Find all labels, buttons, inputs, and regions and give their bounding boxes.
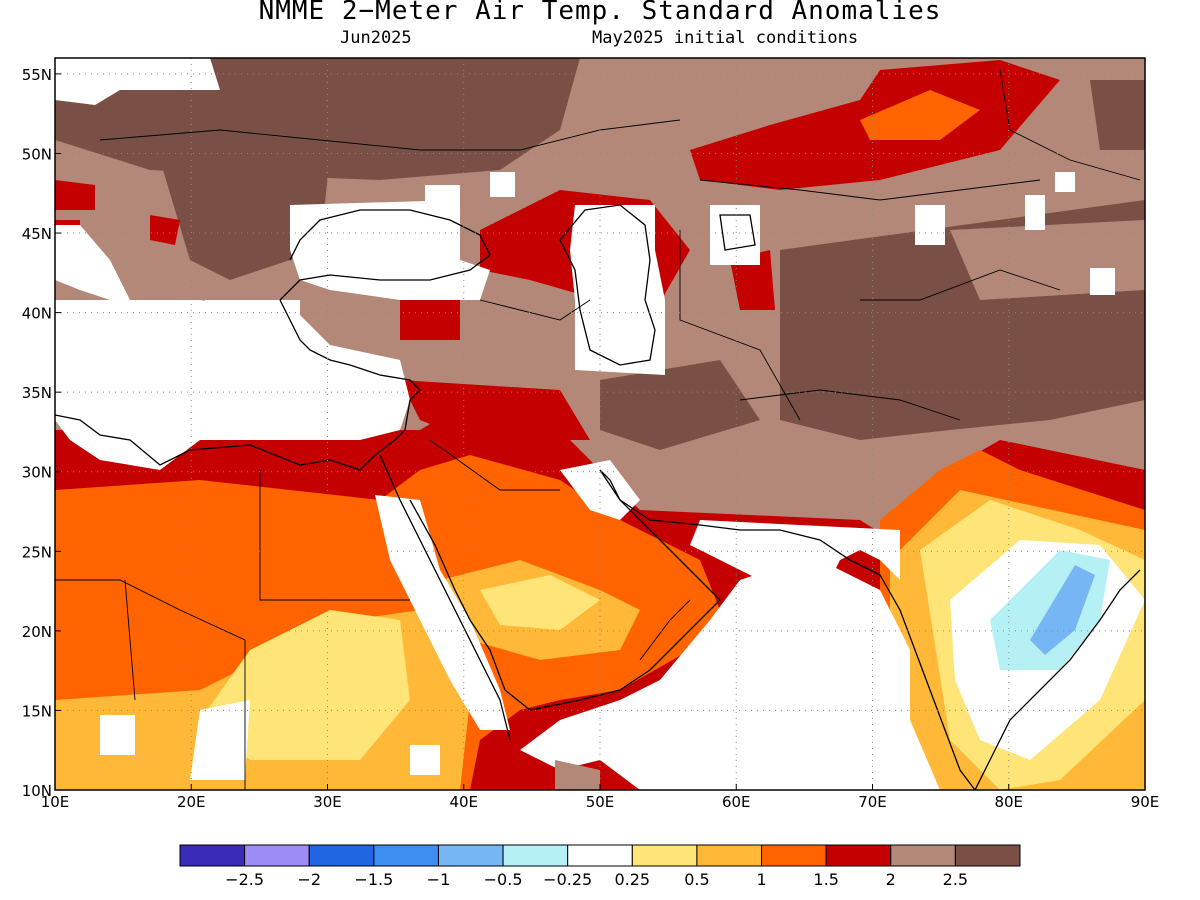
lon-tick-label: 10E [41,793,70,811]
lon-tick-label: 90E [1131,793,1160,811]
colorbar-label: −2 [297,870,321,889]
colorbar-swatch [567,844,633,867]
lon-tick-label: 30E [313,793,342,811]
colorbar-label: −1.5 [354,870,393,889]
gridlines [55,58,1145,790]
colorbar-swatch [502,844,569,867]
colorbar-swatch [437,844,504,867]
lat-tick-label: 45N [22,225,52,243]
anomaly-field [55,58,1145,790]
lon-tick-label: 60E [722,793,751,811]
lat-tick-label: 35N [22,384,52,402]
colorbar-label: −1 [427,870,451,889]
colorbar-swatch [179,844,246,867]
lat-tick-label: 55N [22,66,52,84]
colorbar-label: 1.5 [813,870,838,889]
initial-conditions: May2025 initial conditions [592,28,859,48]
colorbar-label: 1 [756,870,766,889]
coastlines [55,204,1141,790]
lat-tick-label: 30N [22,464,52,482]
forecast-month: Jun2025 [340,28,412,48]
colorbar-label: −0.25 [543,870,592,889]
lat-tick-label: 10N [22,782,52,800]
colorbar-swatch [631,844,698,867]
colorbar-swatch [308,844,375,867]
colorbar-label: −2.5 [225,870,264,889]
lat-tick-label: 15N [22,702,52,720]
colorbar-swatch [825,844,892,867]
colorbar-swatch [696,844,763,867]
lon-tick-label: 20E [177,793,206,811]
colorbar: −2.5 −2 −1.5 −1 −0.5 −0.25 0.25 0.5 1 1.5 2 2.5 [179,844,1021,889]
colorbar-swatch [244,844,310,867]
lon-tick-label: 40E [449,793,478,811]
axis-ticks: 10E 20E 30E 40E 50E 60E 70E 80E 90E 10N 15N 20N 25N 3… [22,66,1160,811]
colorbar-label: 2.5 [943,870,968,889]
colorbar-swatch [890,844,956,867]
lat-tick-label: 50N [22,145,52,163]
colorbar-swatch [954,844,1021,867]
lat-tick-label: 20N [22,623,52,641]
lat-tick-label: 25N [22,543,52,561]
colorbar-label: 0.5 [684,870,709,889]
colorbar-label: 0.25 [614,870,650,889]
colorbar-swatch [373,844,439,867]
lon-tick-label: 70E [858,793,887,811]
lon-tick-label: 80E [994,793,1023,811]
colorbar-label: −0.5 [484,870,523,889]
lon-tick-label: 50E [586,793,615,811]
colorbar-label: 2 [886,870,896,889]
map-title: NMME 2−Meter Air Temp. Standard Anomalie… [258,0,942,26]
lat-tick-label: 40N [22,305,52,323]
colorbar-swatch [761,844,827,867]
